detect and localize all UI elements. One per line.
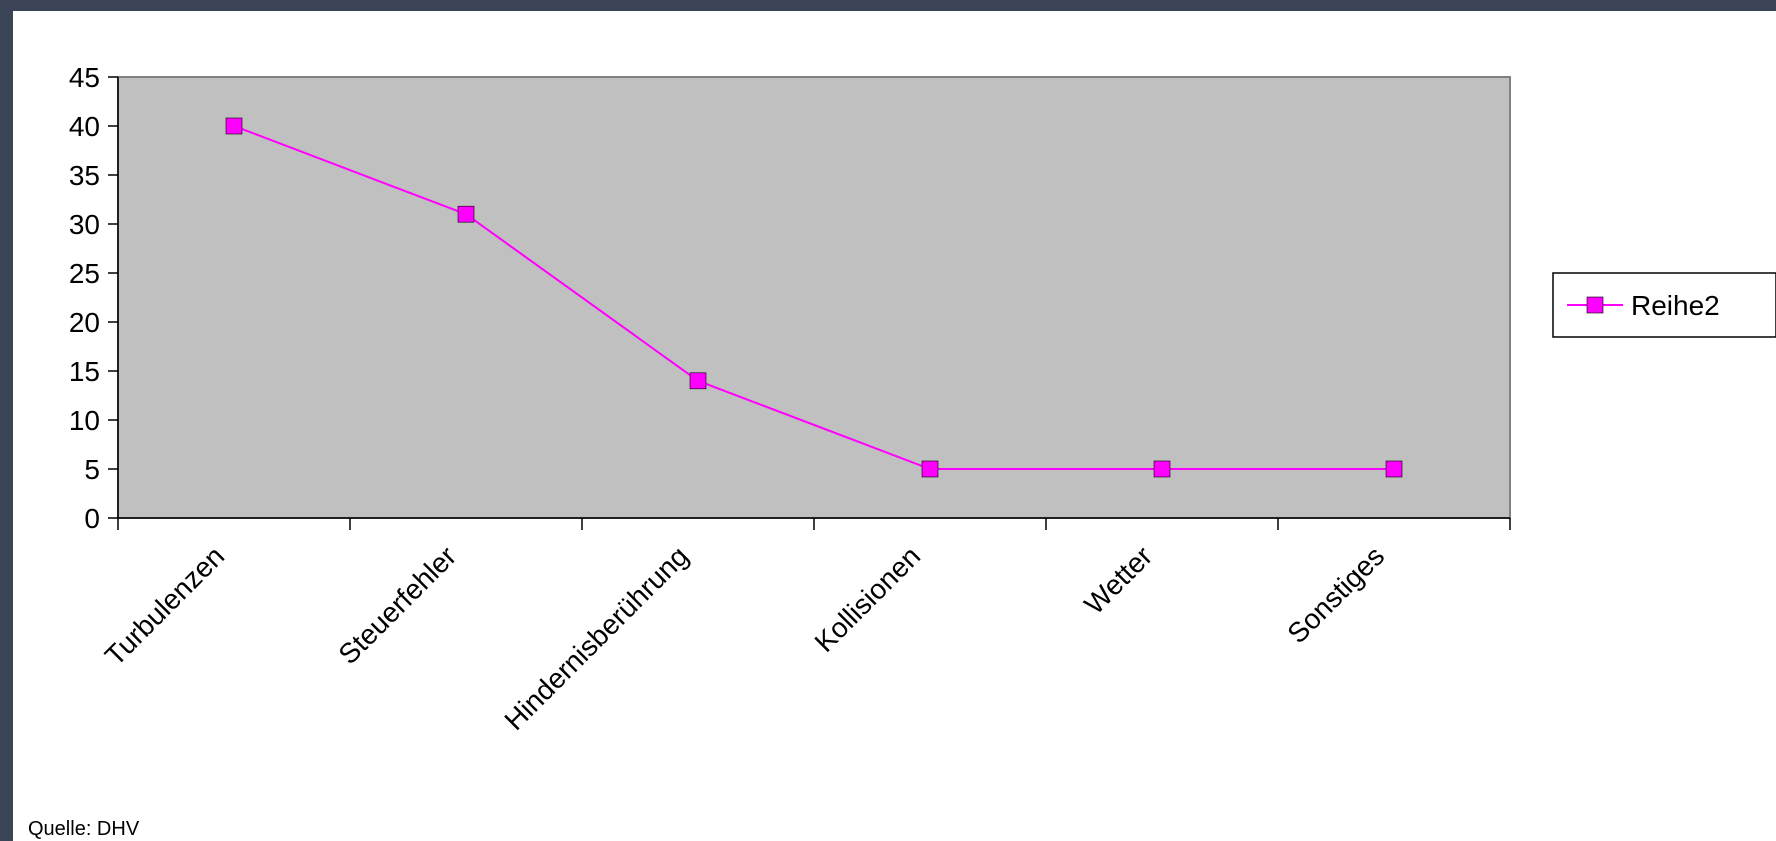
data-point-marker	[1153, 460, 1171, 478]
data-point-marker	[225, 117, 243, 135]
x-category-label: Sonstiges	[1281, 540, 1390, 649]
y-tick-label: 15	[69, 356, 100, 387]
y-tick-label: 40	[69, 111, 100, 142]
source-note: Quelle: DHV	[28, 818, 140, 840]
data-point-marker	[689, 372, 707, 390]
legend-label: Reihe2	[1631, 290, 1720, 321]
data-point-marker	[1385, 460, 1403, 478]
y-tick-label: 5	[84, 454, 100, 485]
x-category-label: Kollisionen	[809, 540, 927, 658]
y-axis: 0 5 10 15 20 25 30 35 40 45	[69, 62, 119, 534]
legend-marker	[1586, 296, 1604, 314]
y-tick-label: 30	[69, 209, 100, 240]
x-category-label: Steuerfehler	[332, 540, 462, 670]
line-chart: 0 5 10 15 20 25 30 35 40 45 Turbulenzen Steuerfehl…	[69, 62, 1776, 736]
y-tick-label: 20	[69, 307, 100, 338]
x-axis: Turbulenzen Steuerfehler Hindernisberührun…	[99, 517, 1511, 736]
series-layer	[225, 117, 1403, 478]
data-point-marker	[457, 205, 475, 223]
y-tick-label: 45	[69, 62, 100, 93]
y-tick-label: 0	[84, 503, 100, 534]
series-line	[233, 125, 1394, 470]
x-category-label: Turbulenzen	[99, 540, 230, 671]
y-tick-label: 25	[69, 258, 100, 289]
x-category-label: Wetter	[1078, 540, 1158, 620]
x-category-label: Hindernisberührung	[498, 540, 694, 736]
data-point-marker	[921, 460, 939, 478]
plot-area	[117, 76, 1511, 519]
legend: Reihe2	[1552, 272, 1776, 338]
y-tick-label: 35	[69, 160, 100, 191]
y-tick-label: 10	[69, 405, 100, 436]
chart-frame: 0 5 10 15 20 25 30 35 40 45 Turbulenzen Steuerfehl…	[13, 11, 1776, 841]
